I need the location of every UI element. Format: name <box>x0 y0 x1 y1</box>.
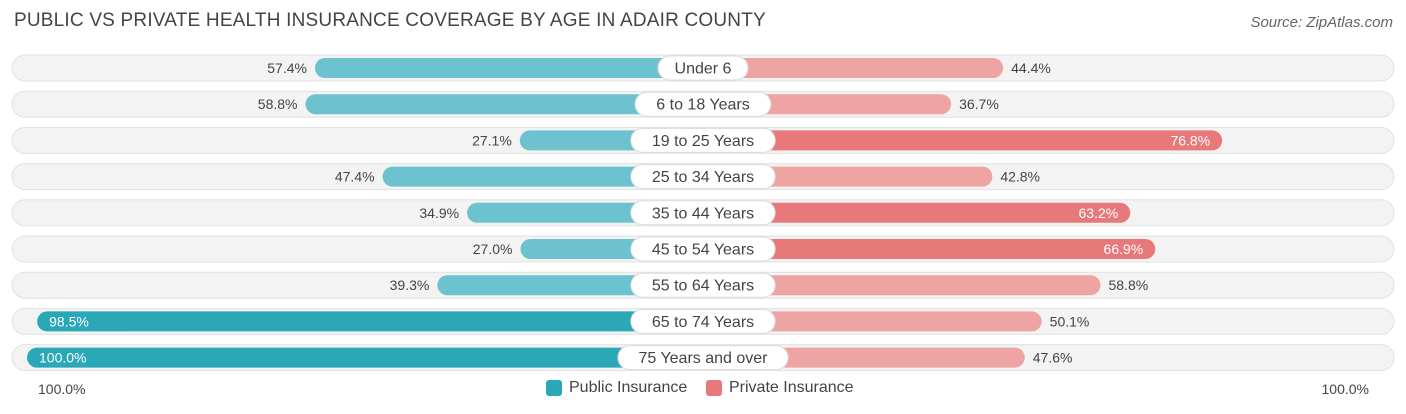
private-bar <box>703 166 993 187</box>
category-pill <box>634 91 772 117</box>
category-pill <box>630 200 776 226</box>
chart-source: Source: ZipAtlas.com <box>1250 14 1393 31</box>
category-label: 35 to 44 Years <box>652 205 754 222</box>
private-value-label: 58.8% <box>1108 277 1148 293</box>
category-label: 55 to 64 Years <box>652 278 754 295</box>
private-value-label: 36.7% <box>959 96 999 112</box>
private-bar <box>703 239 1156 259</box>
category-pill <box>617 345 789 371</box>
private-bar <box>703 130 1223 151</box>
public-bar <box>305 94 703 115</box>
legend-item-public: Public Insurance <box>546 379 687 397</box>
public-value-label: 98.5% <box>49 313 89 329</box>
private-value-label: 47.6% <box>1033 350 1073 366</box>
category-label: 75 Years and over <box>639 350 769 367</box>
chart-title: PUBLIC VS PRIVATE HEALTH INSURANCE COVER… <box>14 10 766 31</box>
public-value-label: 100.0% <box>39 350 86 366</box>
legend-label-public: Public Insurance <box>569 379 688 396</box>
private-value-label: 76.8% <box>1170 132 1210 148</box>
category-label: Under 6 <box>675 61 732 78</box>
public-bar <box>382 166 703 187</box>
category-pill <box>630 236 776 262</box>
category-label: 19 to 25 Years <box>652 133 754 150</box>
axis-right-label: 100.0% <box>1321 381 1369 397</box>
public-value-label: 27.0% <box>473 241 513 257</box>
private-value-label: 50.1% <box>1050 313 1090 329</box>
private-value-label: 44.4% <box>1011 60 1051 76</box>
category-pill <box>630 127 776 153</box>
category-label: 25 to 34 Years <box>652 169 754 186</box>
category-pill <box>657 55 749 81</box>
chart-legend: Public Insurance Private Insurance <box>0 379 1406 399</box>
legend-swatch-private <box>706 380 722 396</box>
category-label: 45 to 54 Years <box>652 242 754 259</box>
category-pill <box>630 272 776 298</box>
private-bar <box>703 275 1101 296</box>
public-value-label: 57.4% <box>267 60 307 76</box>
private-value-label: 66.9% <box>1104 241 1144 257</box>
public-bar <box>37 311 703 332</box>
public-bar <box>27 347 703 368</box>
legend-item-private: Private Insurance <box>706 379 854 397</box>
public-bar <box>314 58 703 78</box>
public-value-label: 39.3% <box>390 277 430 293</box>
category-label: 6 to 18 Years <box>656 97 749 114</box>
legend-label-private: Private Insurance <box>729 379 854 396</box>
public-value-label: 27.1% <box>472 132 512 148</box>
public-value-label: 58.8% <box>258 96 298 112</box>
private-value-label: 42.8% <box>1000 169 1040 185</box>
axis-left-label: 100.0% <box>38 381 86 397</box>
public-value-label: 47.4% <box>335 169 375 185</box>
category-label: 65 to 74 Years <box>652 314 754 331</box>
private-value-label: 63.2% <box>1079 205 1119 221</box>
legend-swatch-public <box>546 380 562 396</box>
private-bar <box>703 202 1131 223</box>
category-pill <box>630 164 776 190</box>
private-bar <box>703 311 1042 332</box>
category-pill <box>630 308 776 334</box>
private-bar <box>703 58 1004 78</box>
public-value-label: 34.9% <box>419 205 459 221</box>
